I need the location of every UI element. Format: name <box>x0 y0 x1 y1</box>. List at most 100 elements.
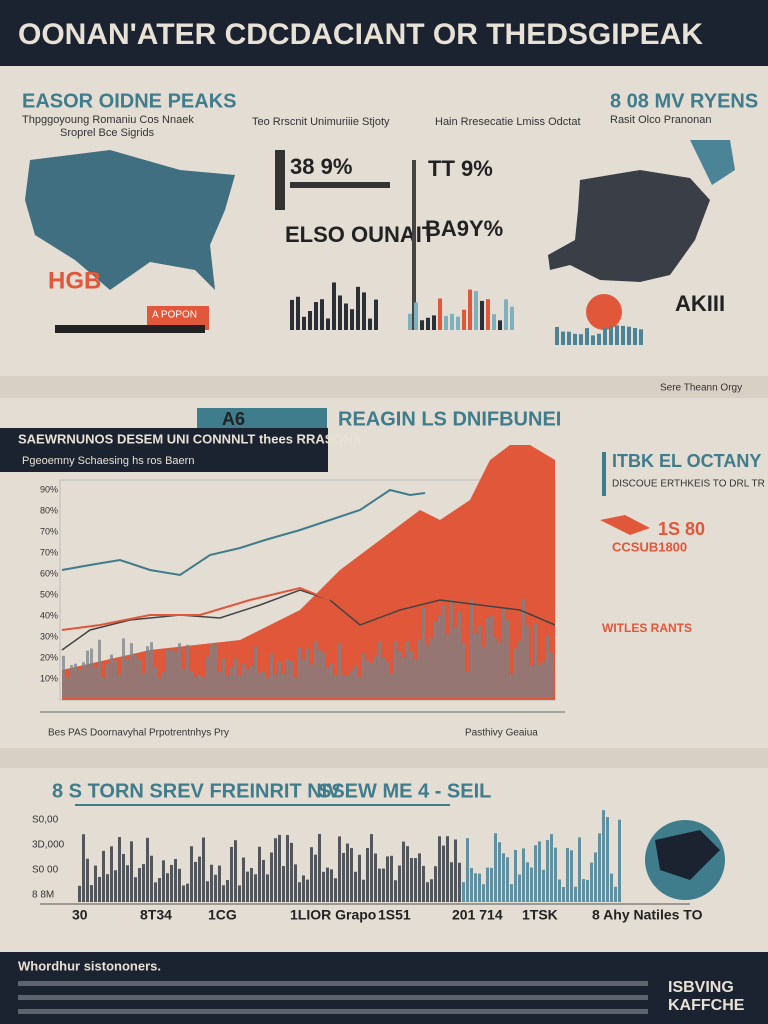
y-label: 40% <box>40 610 58 620</box>
x-label: 1TSK <box>522 907 558 923</box>
footer-lines <box>18 981 648 1014</box>
marker <box>275 150 285 210</box>
chart-decor <box>78 810 621 902</box>
bar-deco <box>338 295 342 330</box>
bar-deco <box>354 665 357 698</box>
bar-deco <box>546 635 549 698</box>
bar-deco <box>454 627 457 698</box>
bar-deco <box>494 637 497 698</box>
bar-deco <box>615 325 619 345</box>
bar-deco <box>574 886 577 902</box>
bar-deco <box>222 885 225 902</box>
bar-deco <box>386 856 389 902</box>
x-label: 8 Ahy Natiles TO <box>592 907 703 923</box>
bar-deco <box>408 313 412 330</box>
bar-deco <box>492 314 496 330</box>
bar-deco <box>534 845 537 902</box>
bar-deco <box>286 834 289 902</box>
bar-deco <box>222 658 225 698</box>
tag: A6 <box>222 409 245 429</box>
bar-deco <box>368 318 372 330</box>
bar-deco <box>294 677 297 698</box>
bar-deco <box>585 328 589 345</box>
bar-deco <box>482 884 485 902</box>
bar-deco <box>510 306 514 330</box>
line <box>61 586 331 631</box>
bar-deco <box>538 664 541 698</box>
bar-deco <box>562 886 565 902</box>
bar-deco <box>86 858 89 902</box>
bar-deco <box>370 662 373 698</box>
bar-deco <box>62 655 65 698</box>
bar-deco <box>558 879 561 902</box>
bar-deco <box>86 650 89 698</box>
bar-deco <box>430 638 433 698</box>
heading: 8 08 MV RYENS <box>610 90 758 112</box>
bar-deco <box>526 862 529 902</box>
bar-deco <box>498 642 501 698</box>
bar-deco <box>446 634 449 698</box>
bar-deco <box>591 335 595 345</box>
bar-deco <box>334 674 337 698</box>
bar-deco <box>266 874 269 902</box>
bar-deco <box>386 661 389 698</box>
bar-deco <box>254 874 257 902</box>
bar-deco <box>542 661 545 698</box>
bar-deco <box>614 886 617 902</box>
bar-deco <box>621 325 625 345</box>
bar-deco <box>266 677 269 698</box>
bar-deco <box>302 316 306 330</box>
stat: 38 9% <box>290 154 352 179</box>
bar-deco <box>174 858 177 902</box>
bar-deco <box>362 653 365 698</box>
bar-deco <box>130 643 133 698</box>
bar-deco <box>597 333 601 345</box>
bar-deco <box>250 868 253 902</box>
bar-deco <box>270 852 273 902</box>
bar-deco <box>338 836 341 902</box>
bar-deco <box>456 316 460 330</box>
bar-deco <box>234 658 237 698</box>
bar-deco <box>198 856 201 902</box>
side-sub: DISCOUE ERTHKEIS TO DRL TR PANDEIT <box>612 479 768 490</box>
bar-deco <box>438 615 441 698</box>
logo: ISBVING <box>668 979 734 996</box>
bar-deco <box>344 303 348 330</box>
bar-deco <box>506 857 509 902</box>
header-band <box>0 0 768 66</box>
bar-deco <box>374 656 377 698</box>
bar-deco <box>70 665 73 698</box>
bar-deco <box>444 316 448 330</box>
bar-deco <box>202 837 205 902</box>
sun <box>586 294 622 330</box>
bar-deco <box>114 660 117 698</box>
bar-deco <box>538 841 541 902</box>
bar-deco <box>314 854 317 902</box>
y-label: S0 00 <box>32 865 59 876</box>
globe-land <box>655 830 720 880</box>
bar-deco <box>362 879 365 902</box>
bar-deco <box>478 625 481 698</box>
bar-deco <box>194 861 197 902</box>
bar-deco <box>474 873 477 902</box>
bar-deco <box>639 329 643 345</box>
bar-deco <box>550 834 553 902</box>
x-label: 30 <box>72 907 88 923</box>
bar-deco <box>550 652 553 698</box>
bar-deco <box>326 318 330 330</box>
x-label: 1S51 <box>378 907 411 923</box>
bar-deco <box>94 667 97 698</box>
bar-deco <box>270 653 273 698</box>
bar-deco <box>294 864 297 902</box>
bar-deco <box>554 847 557 902</box>
bar-deco <box>322 871 325 902</box>
bar-deco <box>262 859 265 902</box>
bar-deco <box>110 654 113 698</box>
bar-deco <box>242 857 245 902</box>
note: Sere Theann Orgy <box>660 383 742 394</box>
tag-box <box>197 408 327 430</box>
bar-deco <box>290 299 294 330</box>
bar-deco <box>298 647 301 698</box>
bar-deco <box>426 317 430 330</box>
